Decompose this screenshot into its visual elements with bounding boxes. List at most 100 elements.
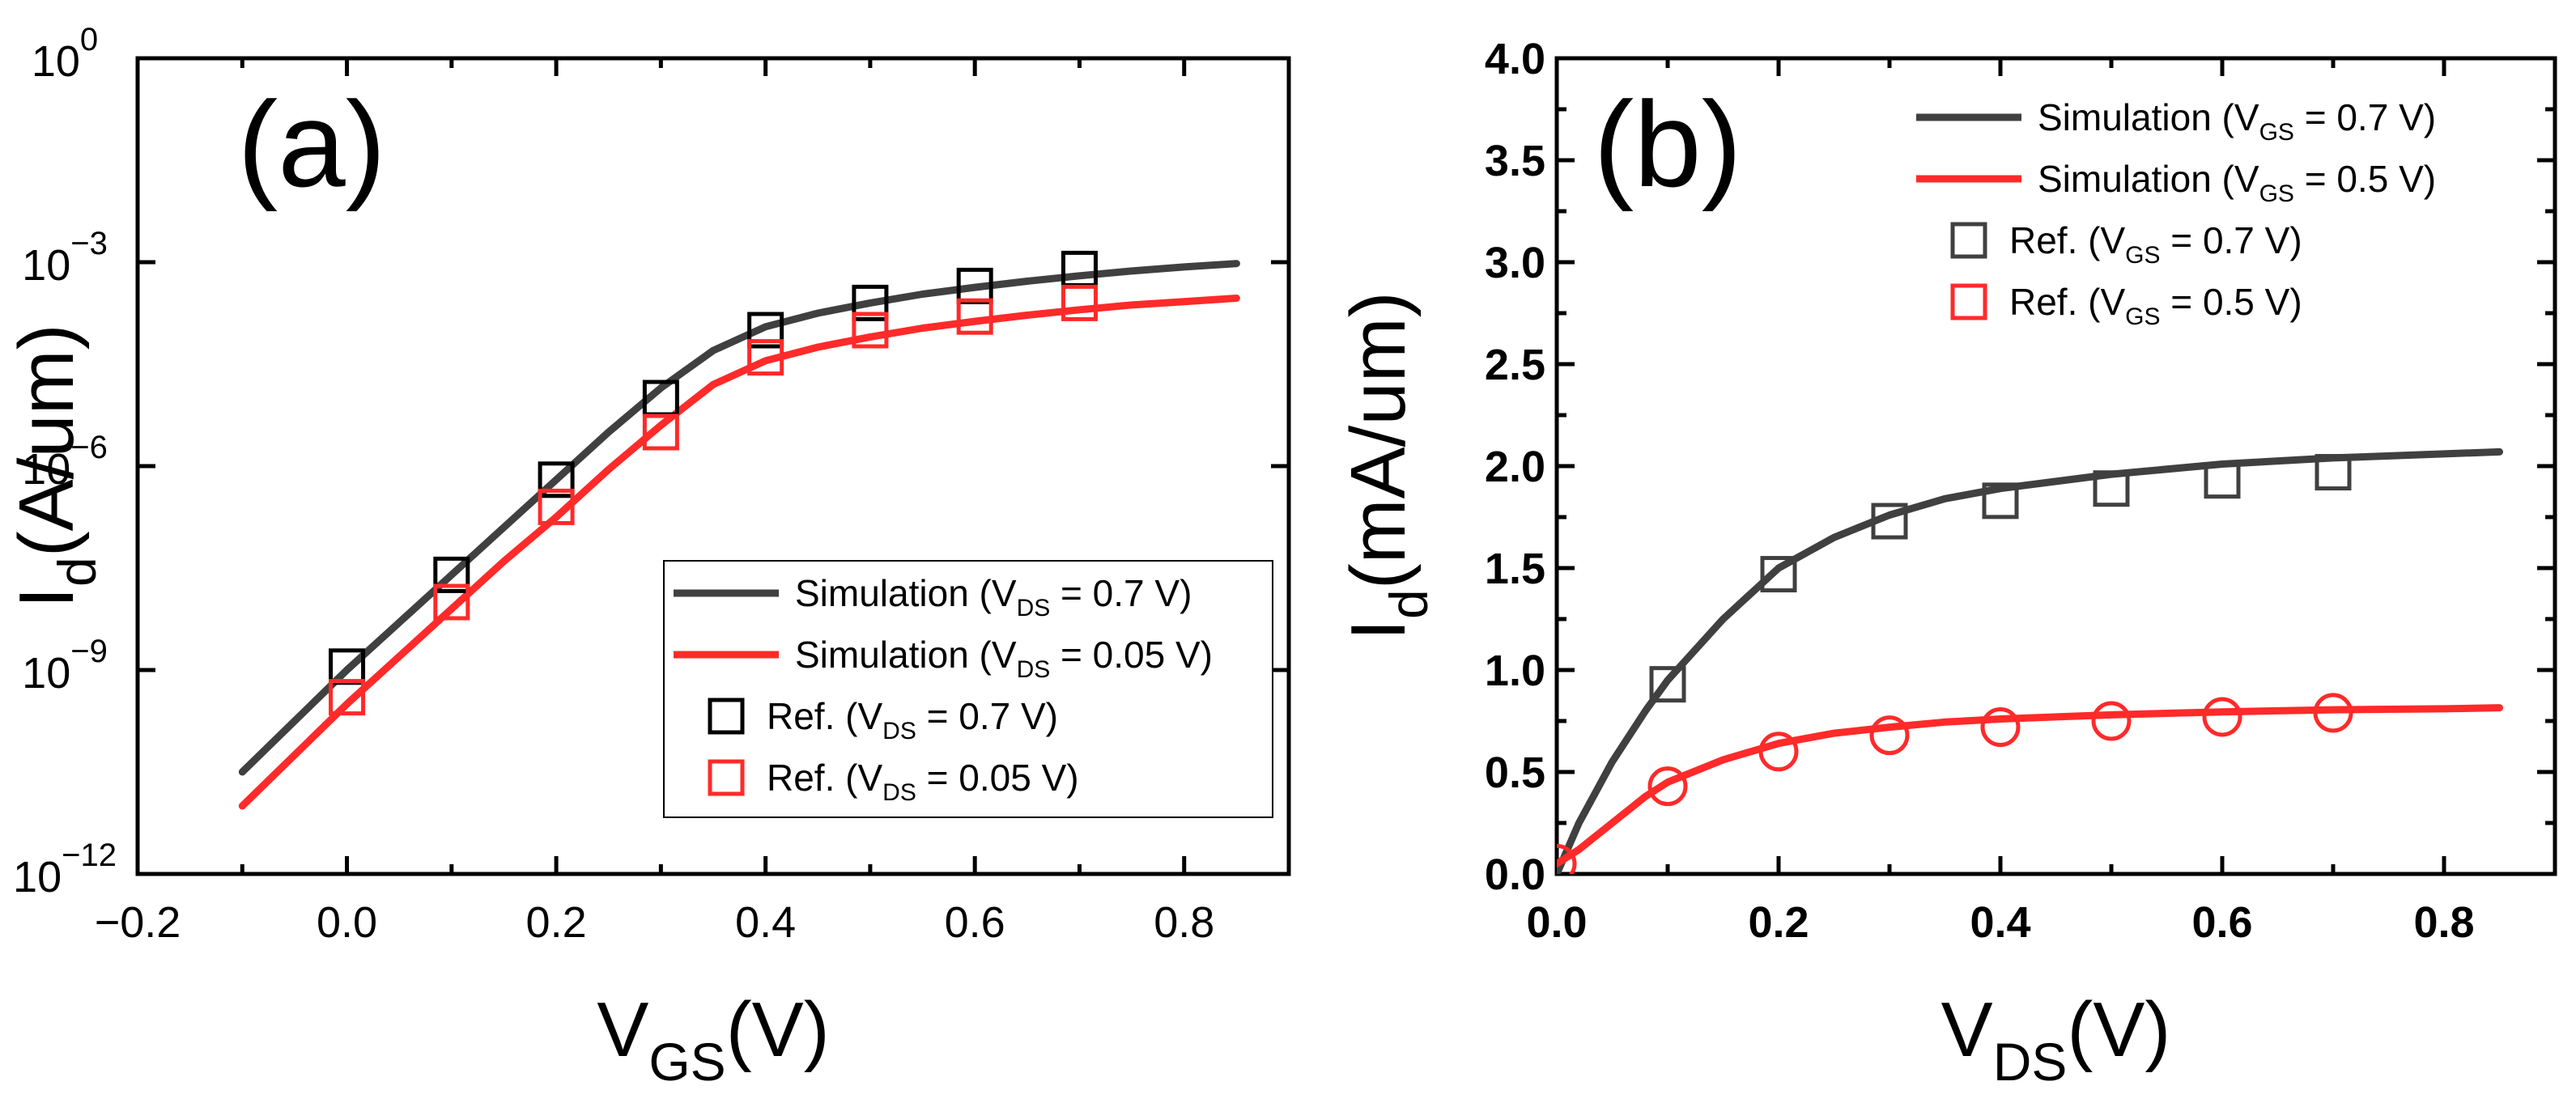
y-tick-label: 2.5 [1485, 341, 1545, 389]
data-point-square [2315, 454, 2352, 491]
y-axis-title: Id(mA/um) [1335, 291, 1439, 640]
data-point-square [956, 298, 993, 335]
legend-label-post: = 0.05 V) [916, 757, 1079, 799]
x-tick-label: 0.2 [1748, 898, 1809, 947]
x-axis-title-main: V [1941, 986, 1993, 1073]
x-tick-label: −0.2 [95, 898, 181, 947]
y-tick-label: 10−3 [22, 226, 108, 290]
legend-label: Simulation (VDS = 0.7 V) [795, 572, 1192, 621]
y-tick-label-base: 10 [22, 241, 70, 290]
legend-label-post: = 0.5 V) [2161, 281, 2302, 323]
series-0 [1557, 447, 2503, 874]
legend-label-post: = 0.5 V) [2294, 158, 2436, 200]
series-1 [1557, 704, 2503, 867]
legend-square-swatch [1950, 283, 1987, 320]
y-axis-title: Id(A/um) [3, 324, 107, 608]
legend-label: Ref. (VGS = 0.7 V) [2009, 219, 2302, 269]
legend-entry: Simulation (VGS = 0.7 V) [1916, 96, 2436, 146]
legend-label-subscript: DS [1017, 595, 1051, 621]
legend-label-subscript: GS [2259, 119, 2294, 146]
x-tick-label: 0.6 [945, 898, 1005, 947]
x-tick-label: 0.8 [2413, 898, 2474, 947]
legend-label-subscript: GS [2125, 242, 2160, 269]
legend-label-pre: Ref. (V [2009, 281, 2125, 323]
legend-label: Simulation (VDS = 0.05 V) [795, 634, 1213, 683]
legend-label-subscript: DS [882, 779, 916, 806]
data-point-square [2093, 470, 2130, 507]
y-tick-label-base: 10 [13, 853, 62, 901]
data-point-square [538, 461, 575, 498]
legend-label-post: = 0.7 V) [2161, 219, 2302, 261]
data-point-circle [1557, 843, 1577, 874]
legend-square-swatch [1950, 222, 1987, 259]
panel-b-chart: 0.0 0.2 0.4 0.6 0.8 0.0 0.5 1.0 1.5 2.0 2.5 3.0 3.5 4… [1335, 35, 2557, 1092]
legend-label-pre: Simulation (V [795, 634, 1017, 676]
series-line [1557, 447, 2503, 874]
legend-label-post: = 0.7 V) [916, 695, 1058, 737]
series-0 [238, 260, 1240, 776]
x-axis-title-unit: (V) [726, 986, 830, 1073]
legend-label-post: = 0.7 V) [1050, 572, 1192, 614]
series-1 [238, 295, 1240, 810]
x-axis-title-subscript: GS [648, 1032, 725, 1092]
data-point-square [1649, 666, 1686, 703]
data-point-circle [1869, 715, 1910, 756]
y-axis-title-unit: (mA/um) [1335, 291, 1422, 589]
legend-entry: Ref. (VDS = 0.7 V) [708, 695, 1058, 744]
y-tick-label: 10−6 [22, 430, 108, 494]
legend-entry: Simulation (VDS = 0.7 V) [674, 572, 1192, 621]
data-point-square [433, 556, 470, 593]
legend-entry: Ref. (VDS = 0.05 V) [708, 757, 1079, 806]
x-tick-label: 0.4 [735, 898, 796, 947]
data-point-circle [2091, 701, 2132, 741]
legend-label: Ref. (VDS = 0.7 V) [767, 695, 1058, 744]
data-point-square [433, 583, 470, 621]
legend-square-swatch [708, 759, 745, 796]
series-line [238, 260, 1240, 776]
panel-label: (a) [237, 76, 385, 212]
legend-label-post: = 0.05 V) [1050, 634, 1213, 676]
data-point-square [329, 679, 366, 716]
data-point-circle [1647, 766, 1688, 807]
x-axis-title: VGS(V) [597, 986, 829, 1092]
y-axis-title-subscript: d [1379, 589, 1439, 619]
plot-area [1557, 447, 2503, 874]
y-tick-label: 0.5 [1485, 749, 1545, 797]
y-tick-label: 10−9 [22, 634, 108, 698]
legend-entry: Simulation (VDS = 0.05 V) [674, 634, 1213, 683]
legend-label: Simulation (VGS = 0.7 V) [2038, 96, 2436, 146]
y-tick-label-exponent: −12 [62, 838, 117, 873]
legend: Simulation (VDS = 0.7 V)Simulation (VDS … [663, 560, 1273, 818]
legend-box [663, 560, 1273, 818]
legend-entry: Ref. (VGS = 0.7 V) [1950, 219, 2302, 269]
data-point-square [1982, 482, 2019, 520]
y-tick-label: 10−12 [13, 838, 117, 901]
y-tick-label-base: 10 [22, 445, 70, 494]
y-tick-label: 1.5 [1485, 545, 1545, 593]
series-3 [1557, 693, 2353, 874]
x-axis-title-unit: (V) [2067, 986, 2170, 1073]
legend-label-pre: Simulation (V [2038, 158, 2259, 200]
legend-label-subscript: GS [2125, 303, 2160, 330]
legend-label: Ref. (VGS = 0.5 V) [2009, 281, 2302, 330]
legend-label-subscript: DS [1017, 656, 1051, 683]
data-point-square [538, 488, 575, 525]
y-tick-label-base: 10 [32, 37, 80, 86]
legend-label-subscript: GS [2259, 180, 2294, 207]
legend-label-subscript: DS [882, 718, 916, 744]
series-3 [329, 284, 1098, 716]
data-point-circle [2313, 693, 2353, 733]
data-point-square [2204, 462, 2241, 499]
y-tick-label: 4.0 [1485, 35, 1545, 83]
y-tick-label: 3.0 [1485, 239, 1545, 287]
panel-label: (b) [1593, 76, 1741, 212]
y-tick-label: 1.0 [1485, 647, 1545, 695]
data-point-circle [2202, 697, 2242, 737]
legend-label-pre: Ref. (V [2009, 219, 2125, 261]
data-point-square [1760, 556, 1797, 593]
data-point-circle [1758, 732, 1799, 772]
y-axis-title-main: I [1335, 619, 1422, 641]
x-tick-label: 0.4 [1970, 898, 2030, 947]
series-2 [1649, 454, 2352, 703]
